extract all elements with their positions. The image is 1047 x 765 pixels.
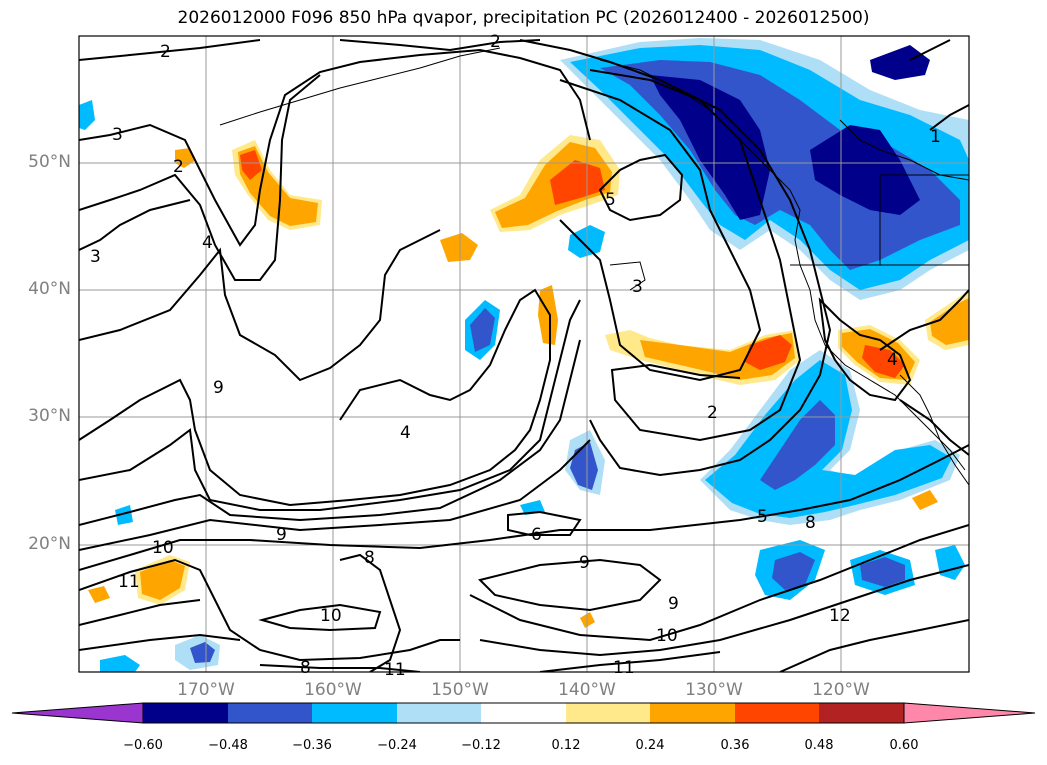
- lon-label-160w: 160°W: [304, 680, 362, 700]
- western-edge-cyan-patch: [79, 100, 95, 130]
- contour-label: 3: [90, 247, 101, 267]
- lat-label-20n: 20°N: [28, 534, 71, 554]
- lon-label-170w: 170°W: [177, 680, 235, 700]
- contour-label: 1: [930, 127, 941, 147]
- contour-label: 11: [118, 572, 140, 592]
- contour-label: 9: [579, 553, 590, 573]
- aleutian-red-core: [240, 150, 262, 180]
- colorbar-tick-label: 0.12: [551, 738, 581, 753]
- ne-corner-dark-blue-core: [870, 45, 930, 80]
- contour-label: 5: [757, 507, 768, 527]
- inland-dark-blue-core: [810, 125, 920, 215]
- colorbar-tick-label: −0.12: [461, 738, 501, 753]
- contour-label: 10: [152, 538, 174, 558]
- contour-label: 3: [632, 277, 643, 297]
- offshore-medium-blue-blob: [470, 308, 495, 352]
- sw-coast-medium-blue-field: [760, 400, 835, 490]
- subtropical-orange-field: [140, 560, 185, 600]
- qvapor-contours: [79, 39, 969, 672]
- lon-label-140w: 140°W: [558, 680, 616, 700]
- sw-corner-cyan-patch: [100, 655, 140, 672]
- colorbar-segment: [312, 703, 397, 723]
- interior-orange-patch: [930, 298, 969, 345]
- colorbar-extend-high: [903, 702, 1036, 724]
- lon-label-130w: 130°W: [685, 680, 743, 700]
- contour-label: 4: [887, 350, 898, 370]
- colorbar-segment: [228, 703, 312, 723]
- contour-label: 5: [605, 190, 616, 210]
- socal-red-core: [862, 345, 905, 378]
- south-medium-blue-patch: [190, 642, 215, 663]
- colorbar-tick-label: 0.48: [804, 738, 834, 753]
- contour-label: 10: [656, 626, 678, 646]
- colorbar-tick-label: −0.60: [123, 738, 163, 753]
- contour-labels: 2 2 3 2 3 4 5 3 1 9 4 2 4 9 6 10 11 8 9 …: [90, 32, 941, 680]
- colorbar-segment: [481, 703, 566, 723]
- colorbar-tick-label: −0.36: [292, 738, 332, 753]
- contour-label: 6: [531, 525, 542, 545]
- contour-label: 10: [320, 606, 342, 626]
- contour-label: 9: [276, 525, 287, 545]
- graticule: [79, 36, 969, 672]
- colorbar-tick-label: 0.60: [889, 738, 919, 753]
- contour-label: 8: [805, 513, 816, 533]
- colorbar-segment: [819, 703, 904, 723]
- california-offshore-red-core: [745, 335, 792, 370]
- map-frame: [78, 35, 970, 673]
- contour-label: 2: [173, 157, 184, 177]
- contour-label: 11: [384, 660, 406, 680]
- colorbar-segment: [566, 703, 650, 723]
- lat-label-50n: 50°N: [28, 152, 71, 172]
- mid-pacific-orange-blob: [440, 233, 478, 262]
- contour-label: 9: [213, 378, 224, 398]
- colorbar-segment: [650, 703, 735, 723]
- colorbar-tick-label: 0.24: [635, 738, 665, 753]
- contour-label: 2: [707, 403, 718, 423]
- colorbar: [11, 702, 1036, 724]
- map-plot-area: [79, 36, 969, 672]
- nw-coast-dark-blue-core: [650, 75, 770, 220]
- colorbar-extend-low: [11, 702, 144, 724]
- contour-label: 9: [668, 594, 679, 614]
- southwest-cyan-speck: [115, 505, 133, 525]
- contour-label: 2: [160, 42, 171, 62]
- contour-label: 4: [400, 423, 411, 443]
- north-pacific-red-core: [550, 160, 605, 205]
- positive-anomaly-fields: [88, 135, 969, 628]
- colorbar-segment: [397, 703, 481, 723]
- colorbar-segment: [143, 703, 228, 723]
- contour-label: 8: [364, 548, 375, 568]
- lat-label-40n: 40°N: [28, 279, 71, 299]
- se-orange-speck: [912, 490, 938, 510]
- sw-orange-speck: [88, 586, 110, 603]
- southern-medium-blue-band: [772, 552, 815, 590]
- colorbar-segment: [735, 703, 819, 723]
- contour-label: 12: [829, 606, 851, 626]
- colorbar-tick-label: −0.24: [377, 738, 417, 753]
- contour-label: 8: [300, 658, 311, 678]
- colorbar-tick-label: 0.36: [720, 738, 750, 753]
- narrow-orange-streak: [538, 285, 558, 345]
- contour-label: 3: [112, 125, 123, 145]
- contour-label: 2: [490, 32, 501, 52]
- lon-label-150w: 150°W: [431, 680, 489, 700]
- map-title: 2026012000 F096 850 hPa qvapor, precipit…: [177, 8, 870, 28]
- lon-label-120w: 120°W: [812, 680, 870, 700]
- colorbar-tick-label: −0.48: [208, 738, 248, 753]
- contour-label: 11: [613, 658, 635, 678]
- southeast-medium-blue-patch: [860, 557, 905, 587]
- lat-label-30n: 30°N: [28, 406, 71, 426]
- contour-label: 4: [202, 233, 213, 253]
